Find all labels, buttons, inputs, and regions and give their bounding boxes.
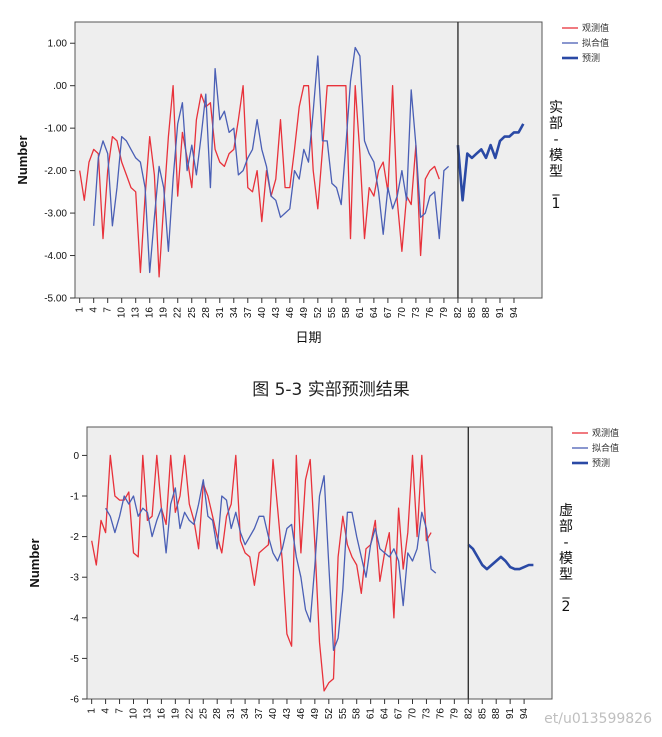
x-tick-label: 7 — [115, 708, 126, 714]
x-tick-label: 94 — [509, 307, 520, 319]
legend-fitted-label: 拟合值 — [592, 442, 619, 454]
x-tick-label: 82 — [463, 708, 474, 720]
x-tick-label: 55 — [338, 708, 349, 720]
x-axis-label: 日期 — [295, 331, 321, 346]
x-tick-label: 52 — [324, 708, 335, 720]
x-tick-label: 28 — [212, 708, 223, 720]
x-tick-label: 22 — [184, 708, 195, 720]
x-tick-label: 91 — [505, 708, 516, 720]
x-tick-label: 79 — [449, 708, 460, 720]
plot-area — [86, 426, 553, 700]
x-tick-label: 64 — [380, 708, 391, 720]
x-tick-label: 58 — [341, 307, 352, 319]
x-tick-label: 34 — [229, 307, 240, 319]
legend-observed-label: 观测值 — [582, 22, 609, 34]
x-tick-label: 10 — [129, 708, 140, 720]
panel-label: 虚部-模型_ 2 — [559, 503, 573, 615]
y-tick-label: -5 — [70, 654, 79, 665]
series-forecast — [467, 543, 534, 571]
x-tick-label: 91 — [495, 307, 506, 319]
y-tick-label: -3 — [70, 573, 79, 584]
x-tick-label: 4 — [89, 307, 100, 313]
x-tick-label: 28 — [201, 307, 212, 319]
x-tick-label: 31 — [215, 307, 226, 319]
y-axis-label: Number — [27, 538, 42, 587]
x-tick-label: 82 — [453, 307, 464, 319]
x-tick-label: 94 — [519, 708, 530, 720]
watermark: et/u013599826 — [544, 711, 652, 727]
legend-forecast-label: 预测 — [582, 53, 600, 64]
y-tick-label: -2 — [70, 532, 79, 543]
x-tick-label: 76 — [435, 708, 446, 720]
x-tick-label: 61 — [366, 708, 377, 720]
x-tick-label: 76 — [425, 307, 436, 319]
x-tick-label: 40 — [257, 307, 268, 319]
x-tick-label: 19 — [170, 708, 181, 720]
x-tick-label: 13 — [131, 307, 142, 319]
series-observed — [79, 85, 440, 278]
x-tick-label: 73 — [421, 708, 432, 720]
y-tick-label: .00 — [53, 81, 67, 92]
x-tick-label: 37 — [243, 307, 254, 319]
figure-caption: 图 5-3 实部预测结果 — [252, 380, 410, 400]
x-tick-label: 88 — [491, 708, 502, 720]
x-tick-label: 73 — [411, 307, 422, 319]
x-tick-label: 46 — [296, 708, 307, 720]
panel-label: 实部-模型_ 1 — [549, 100, 563, 212]
x-tick-label: 4 — [101, 708, 112, 714]
legend-observed-label: 观测值 — [592, 427, 619, 439]
x-tick-label: 88 — [481, 307, 492, 319]
x-tick-label: 49 — [310, 708, 321, 720]
x-tick-label: 43 — [271, 307, 282, 319]
x-tick-label: 40 — [268, 708, 279, 720]
x-tick-label: 67 — [394, 708, 405, 720]
x-tick-label: 1 — [75, 307, 86, 313]
x-tick-label: 70 — [408, 708, 419, 720]
chart-real-part: 1.00.00-1.00-2.00-3.00-4.00-5.001 4 7 10 13 1… — [15, 21, 609, 346]
y-tick-label: -6 — [70, 695, 79, 706]
series-fitted — [93, 46, 450, 274]
x-tick-label: 55 — [327, 307, 338, 319]
x-tick-label: 19 — [159, 307, 170, 319]
x-tick-label: 25 — [198, 708, 209, 720]
series-forecast — [456, 123, 525, 202]
x-tick-label: 25 — [187, 307, 198, 319]
x-tick-label: 49 — [299, 307, 310, 319]
x-tick-label: 34 — [240, 708, 251, 720]
y-tick-label: -1.00 — [44, 124, 67, 135]
y-tick-label: -1 — [70, 492, 79, 503]
x-tick-label: 16 — [145, 307, 156, 319]
y-tick-label: 1.00 — [48, 39, 68, 50]
x-tick-label: 7 — [103, 307, 114, 313]
x-tick-label: 43 — [282, 708, 293, 720]
x-tick-label: 1 — [87, 708, 98, 714]
x-tick-label: 22 — [173, 307, 184, 319]
series-fitted — [105, 475, 437, 651]
x-tick-label: 31 — [226, 708, 237, 720]
y-tick-label: -4.00 — [44, 251, 67, 262]
x-tick-label: 52 — [313, 307, 324, 319]
x-tick-label: 16 — [156, 708, 167, 720]
chart-imaginary-part: 0 -1 -2 -3 -4 -5 -6 1 4 7 10 13 16 19 22 25 28 31 34 37 40 43… — [27, 426, 619, 720]
x-tick-label: 85 — [477, 708, 488, 720]
legend-forecast-label: 预测 — [592, 458, 610, 469]
x-tick-label: 85 — [467, 307, 478, 319]
x-tick-label: 10 — [117, 307, 128, 319]
y-tick-label: -3.00 — [44, 209, 67, 220]
y-tick-label: 0 — [73, 451, 79, 462]
x-tick-label: 58 — [352, 708, 363, 720]
x-tick-label: 61 — [355, 307, 366, 319]
legend-fitted-label: 拟合值 — [582, 37, 609, 49]
x-tick-label: 70 — [397, 307, 408, 319]
x-tick-label: 79 — [439, 307, 450, 319]
y-axis-label: Number — [15, 135, 30, 184]
x-tick-label: 46 — [285, 307, 296, 319]
x-tick-label: 64 — [369, 307, 380, 319]
x-tick-label: 67 — [383, 307, 394, 319]
y-tick-label: -5.00 — [44, 294, 67, 305]
x-tick-label: 13 — [142, 708, 153, 720]
x-tick-label: 37 — [254, 708, 265, 720]
y-tick-label: -2.00 — [44, 166, 67, 177]
y-tick-label: -4 — [70, 613, 79, 624]
